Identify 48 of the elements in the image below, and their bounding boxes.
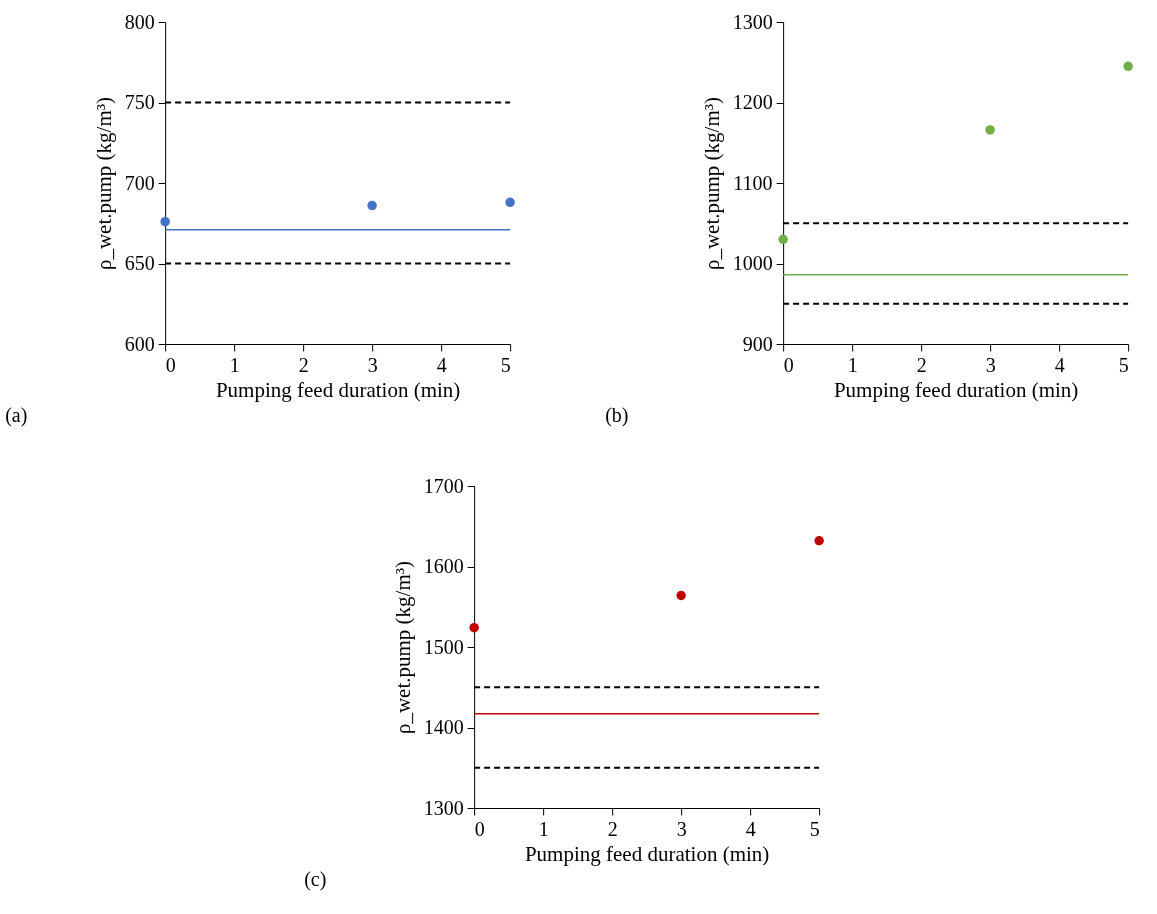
x-tick-label: 3 (676, 817, 687, 840)
text: (c) (304, 868, 327, 891)
y-tick-label: 600 (124, 332, 155, 355)
x-tick-label: 3 (985, 353, 996, 376)
y-tick-label: 1300 (423, 796, 464, 819)
x-tick-label: 5 (1118, 353, 1129, 376)
x-tick-label: 4 (1054, 353, 1065, 376)
text: (b) (605, 404, 629, 427)
x-tick-label: 0 (474, 817, 485, 840)
y-axis-title: ρ_wet.pump (kg/m³) (91, 96, 116, 271)
x-tick-label: 1 (229, 353, 240, 376)
y-tick-label: 1500 (423, 635, 464, 658)
point (676, 590, 686, 601)
x-tick-label: 2 (607, 817, 618, 840)
x-tick-label: 4 (745, 817, 756, 840)
point (367, 200, 377, 211)
y-tick-label: 900 (742, 332, 773, 355)
x-axis-title: Pumping feed duration (min) (215, 377, 461, 402)
y-tick-label: 1300 (732, 10, 773, 33)
y-tick-label: 750 (124, 91, 155, 113)
y-tick-label: 1700 (423, 474, 464, 497)
point (814, 536, 824, 546)
point (469, 622, 479, 633)
text: (a) (5, 404, 28, 427)
x-tick-label: 4 (436, 353, 447, 376)
x-tick-label: 2 (916, 353, 927, 376)
x-tick-label: 2 (298, 353, 309, 376)
y-axis-title: ρ_wet.pump (kg/m³) (390, 560, 415, 735)
x-tick-label: 1 (538, 817, 549, 840)
x-tick-label: 3 (367, 353, 378, 376)
y-tick-label: 650 (124, 252, 155, 274)
point (160, 216, 170, 227)
y-tick-label: 1100 (733, 171, 773, 194)
y-tick-label: 700 (124, 171, 155, 194)
y-tick-label: 1000 (732, 252, 773, 274)
y-tick-label: 800 (124, 10, 155, 33)
y-tick-label: 1400 (423, 716, 464, 738)
x-tick-label: 5 (809, 817, 820, 840)
x-tick-label: 0 (165, 353, 176, 376)
x-tick-label: 1 (847, 353, 858, 376)
x-tick-label: 0 (783, 353, 794, 376)
x-axis-title: Pumping feed duration (min) (833, 377, 1079, 402)
x-axis-title: Pumping feed duration (min) (524, 841, 770, 866)
x-tick-label: 5 (500, 353, 511, 376)
point (505, 197, 515, 208)
y-tick-label: 1600 (423, 555, 464, 577)
y-tick-label: 1200 (732, 91, 773, 113)
y-axis-title: ρ_wet.pump (kg/m³) (699, 96, 724, 271)
